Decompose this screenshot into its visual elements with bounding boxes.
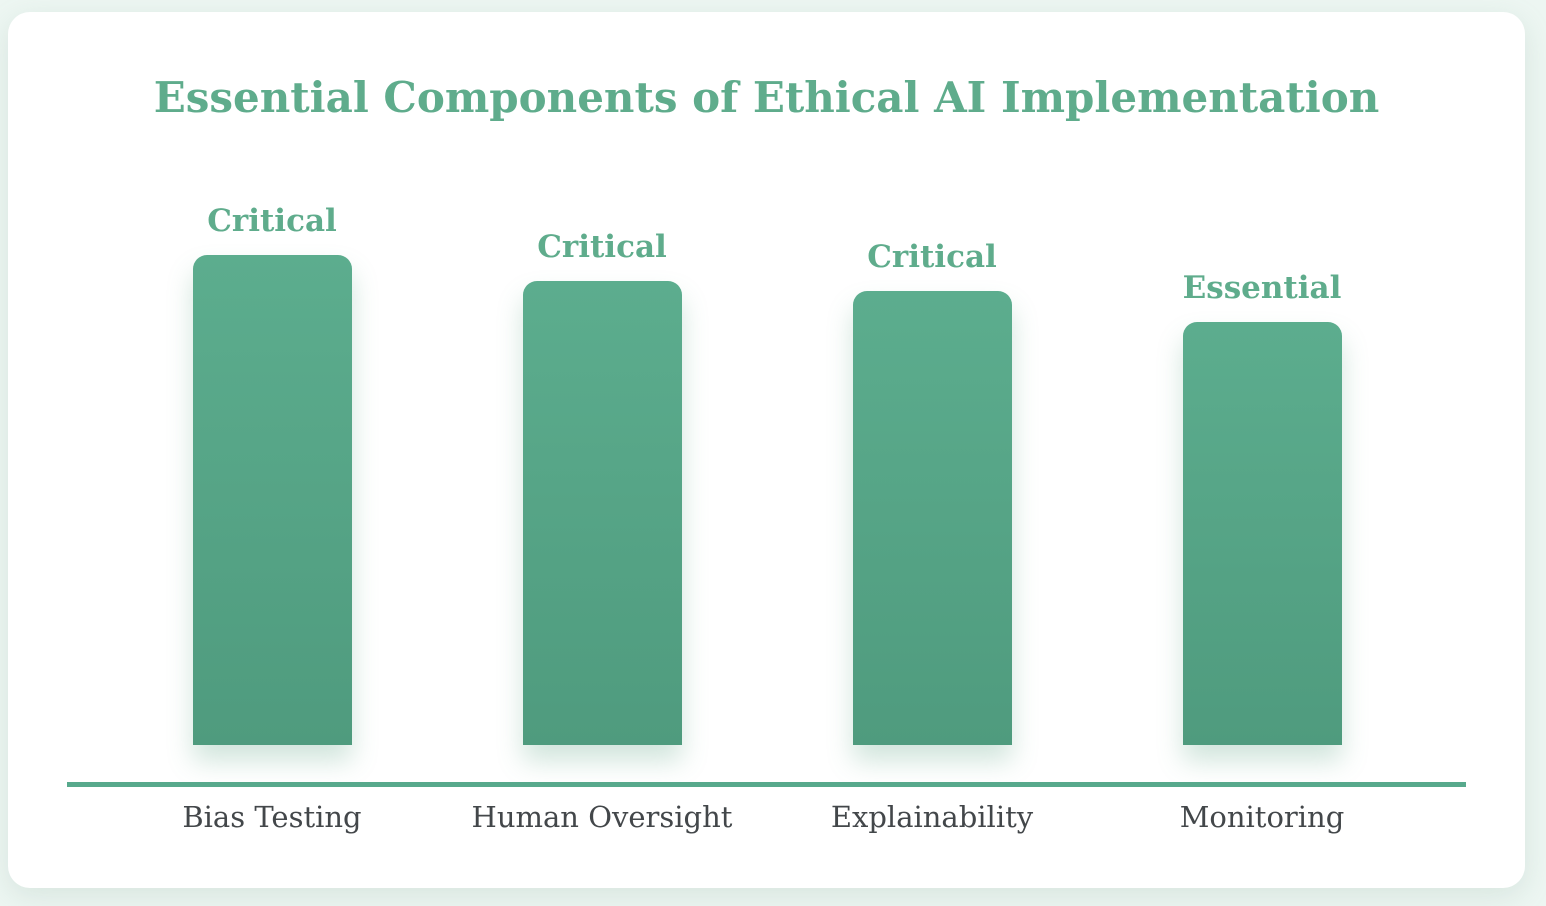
x-axis-line — [67, 782, 1466, 787]
bar-value-label-human-oversight: Critical — [537, 229, 667, 265]
category-label-human-oversight: Human Oversight — [471, 800, 733, 834]
chart-title: Essential Components of Ethical AI Imple… — [153, 73, 1380, 122]
category-label-explainability: Explainability — [830, 800, 1034, 834]
bar-explainability — [852, 291, 1012, 745]
bar-column-human-oversight: Critical — [437, 12, 767, 745]
bar-monitoring — [1182, 322, 1342, 745]
bar-value-label-bias-testing: Critical — [207, 203, 337, 239]
bars-row: Critical Critical Critical Essential — [107, 12, 1427, 745]
bar-column-explainability: Critical — [767, 12, 1097, 745]
bar-bias-testing — [192, 255, 352, 745]
bar-human-oversight — [522, 281, 682, 745]
chart-card: Critical Critical Critical Essential Essent… — [8, 12, 1525, 888]
bar-value-label-explainability: Critical — [867, 239, 997, 275]
category-label-bias-testing: Bias Testing — [182, 800, 362, 834]
category-label-monitoring: Monitoring — [1179, 800, 1345, 834]
bar-value-label-monitoring: Essential — [1182, 270, 1342, 306]
category-labels-row: Bias Testing Human Oversight Explainabilit… — [107, 800, 1427, 834]
bar-column-monitoring: Essential — [1097, 12, 1427, 745]
bar-column-bias-testing: Critical — [107, 12, 437, 745]
